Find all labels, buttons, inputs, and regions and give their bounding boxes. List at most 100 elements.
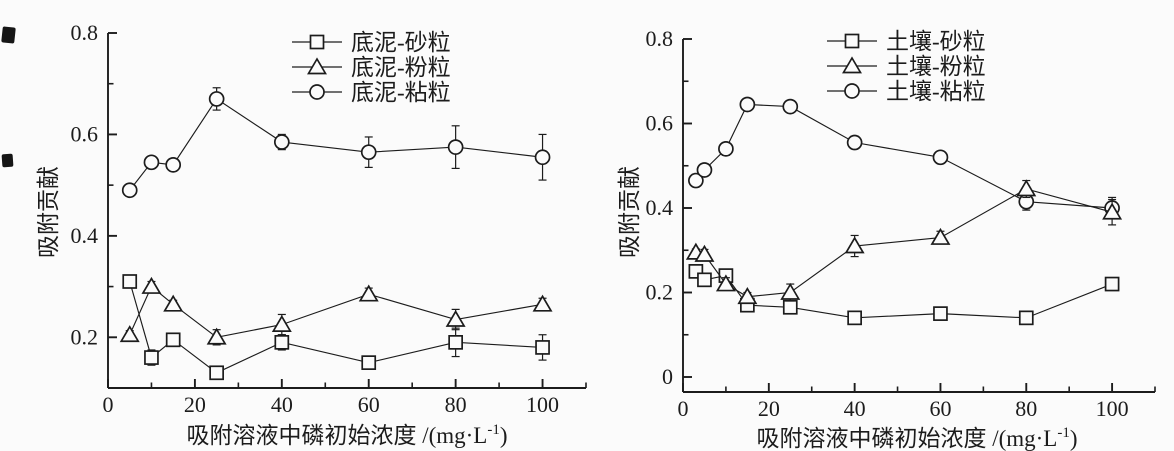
data-point-square [144, 350, 159, 365]
y-tick-label: 0.8 [71, 20, 99, 45]
x-tick-label: 20 [184, 392, 206, 417]
data-point-triangle [737, 287, 758, 305]
data-point-square [122, 274, 138, 289]
x-tick-label: 20 [758, 396, 780, 421]
data-point-triangle [694, 244, 715, 262]
data-point-square [847, 310, 862, 326]
x-tick-label: 40 [271, 392, 293, 417]
data-point-circle [360, 144, 377, 161]
x-axis-title: 吸附溶液中磷初始浓度 /(mg·L-1) [186, 422, 507, 448]
data-point-square [448, 335, 463, 350]
x-tick-label: 0 [103, 392, 114, 417]
x-tick-label: 40 [844, 396, 866, 421]
data-point-square [209, 365, 224, 381]
legend-item: 土壤-砂粒 [827, 29, 986, 54]
legend-label: 底泥-粘粒 [351, 80, 451, 105]
x-tick-label: 60 [929, 396, 951, 421]
data-point-circle [534, 149, 551, 166]
data-point-square [1018, 310, 1034, 326]
data-point-circle [718, 141, 734, 157]
legend-triangle-marker-icon [842, 56, 862, 74]
data-point-circle [273, 134, 290, 150]
y-tick-label: 0.2 [71, 324, 99, 349]
figure-panel-soil: 0 0.2 0.4 0.6 0.8 0 20 40 60 80 100 吸附贡献 吸附溶液中磷初始浓度 … [587, 0, 1174, 451]
data-point-square [274, 335, 290, 350]
legend-square-marker-icon [309, 34, 325, 50]
legend-triangle-marker-icon [307, 57, 327, 75]
data-point-circle [846, 134, 863, 151]
series-line [695, 103, 1113, 209]
series-line [129, 281, 543, 374]
series-circle [121, 87, 551, 199]
data-point-triangle [163, 294, 184, 312]
data-point-triangle [271, 314, 292, 332]
series-square [688, 264, 1120, 326]
legend-item: 底泥-砂粒 [292, 30, 451, 55]
data-point-circle [696, 162, 713, 178]
legend-item: 土壤-粉粒 [827, 54, 986, 79]
legend-circle-marker-icon [844, 83, 860, 99]
legend-label: 土壤-粉粒 [886, 54, 986, 79]
data-point-circle [121, 182, 138, 199]
y-axis-title: 吸附贡献 [617, 166, 642, 258]
series-line [129, 98, 543, 191]
data-point-square [165, 332, 181, 348]
data-point-square [933, 306, 948, 321]
data-point-circle [447, 139, 464, 155]
y-tick-label: 0.4 [71, 223, 99, 248]
y-tick-label: 0.8 [646, 26, 674, 51]
x-tick-label: 60 [358, 392, 380, 417]
data-point-triangle [358, 284, 379, 302]
data-point-square [1104, 276, 1120, 292]
legend-label: 土壤-砂粒 [886, 29, 986, 54]
legend-circle-marker-icon [309, 84, 325, 100]
x-tick-label: 100 [1096, 396, 1129, 421]
series-square [122, 274, 550, 381]
data-point-triangle [1016, 179, 1037, 197]
series-line [129, 285, 543, 338]
series-triangle [685, 179, 1123, 305]
data-point-square [535, 340, 550, 355]
figure-panel-sediment: 0.2 0.4 0.6 0.8 0 20 40 60 80 100 吸附贡献 吸附溶液中磷初始浓度 /… [36, 20, 587, 448]
x-tick-label: 0 [678, 396, 689, 421]
data-point-circle [143, 154, 160, 171]
y-tick-label: 0.2 [646, 280, 674, 305]
data-point-circle [782, 98, 799, 115]
x-tick-label: 80 [445, 392, 467, 417]
data-point-triangle [119, 325, 140, 343]
data-point-circle [208, 91, 225, 107]
data-point-square [697, 272, 712, 288]
data-point-circle [688, 172, 704, 189]
x-tick-label: 100 [526, 392, 559, 417]
data-point-circle [739, 96, 756, 113]
x-axis-title: 吸附溶液中磷初始浓度 /(mg·L-1) [756, 425, 1077, 451]
legend-item: 底泥-粘粒 [292, 80, 451, 105]
data-point-triangle [780, 282, 801, 300]
data-point-square [782, 299, 798, 315]
y-tick-label: 0.6 [71, 121, 99, 146]
data-point-triangle [930, 227, 951, 245]
legend-item: 底泥-粉粒 [292, 55, 451, 80]
series-triangle [119, 276, 553, 346]
x-tick-label: 80 [1015, 396, 1037, 421]
soil-line-chart: 0 0.2 0.4 0.6 0.8 0 20 40 60 80 100 吸附贡献吸附溶液中磷初始浓度 … [617, 26, 1156, 451]
data-point-triangle [715, 274, 736, 292]
series-circle [688, 96, 1120, 220]
legend-item: 土壤-粘粒 [827, 79, 986, 104]
data-point-triangle [206, 327, 227, 345]
series-line [695, 188, 1113, 298]
data-point-circle [165, 157, 182, 173]
data-point-triangle [844, 236, 865, 254]
legend-label: 底泥-粉粒 [351, 55, 451, 80]
data-point-triangle [532, 294, 553, 312]
y-tick-label: 0 [662, 364, 673, 389]
legend-square-marker-icon [844, 33, 860, 49]
data-point-circle [932, 149, 949, 166]
data-point-triangle [1102, 202, 1123, 220]
legend-label: 底泥-砂粒 [351, 30, 451, 55]
legend-label: 土壤-粘粒 [886, 79, 986, 104]
